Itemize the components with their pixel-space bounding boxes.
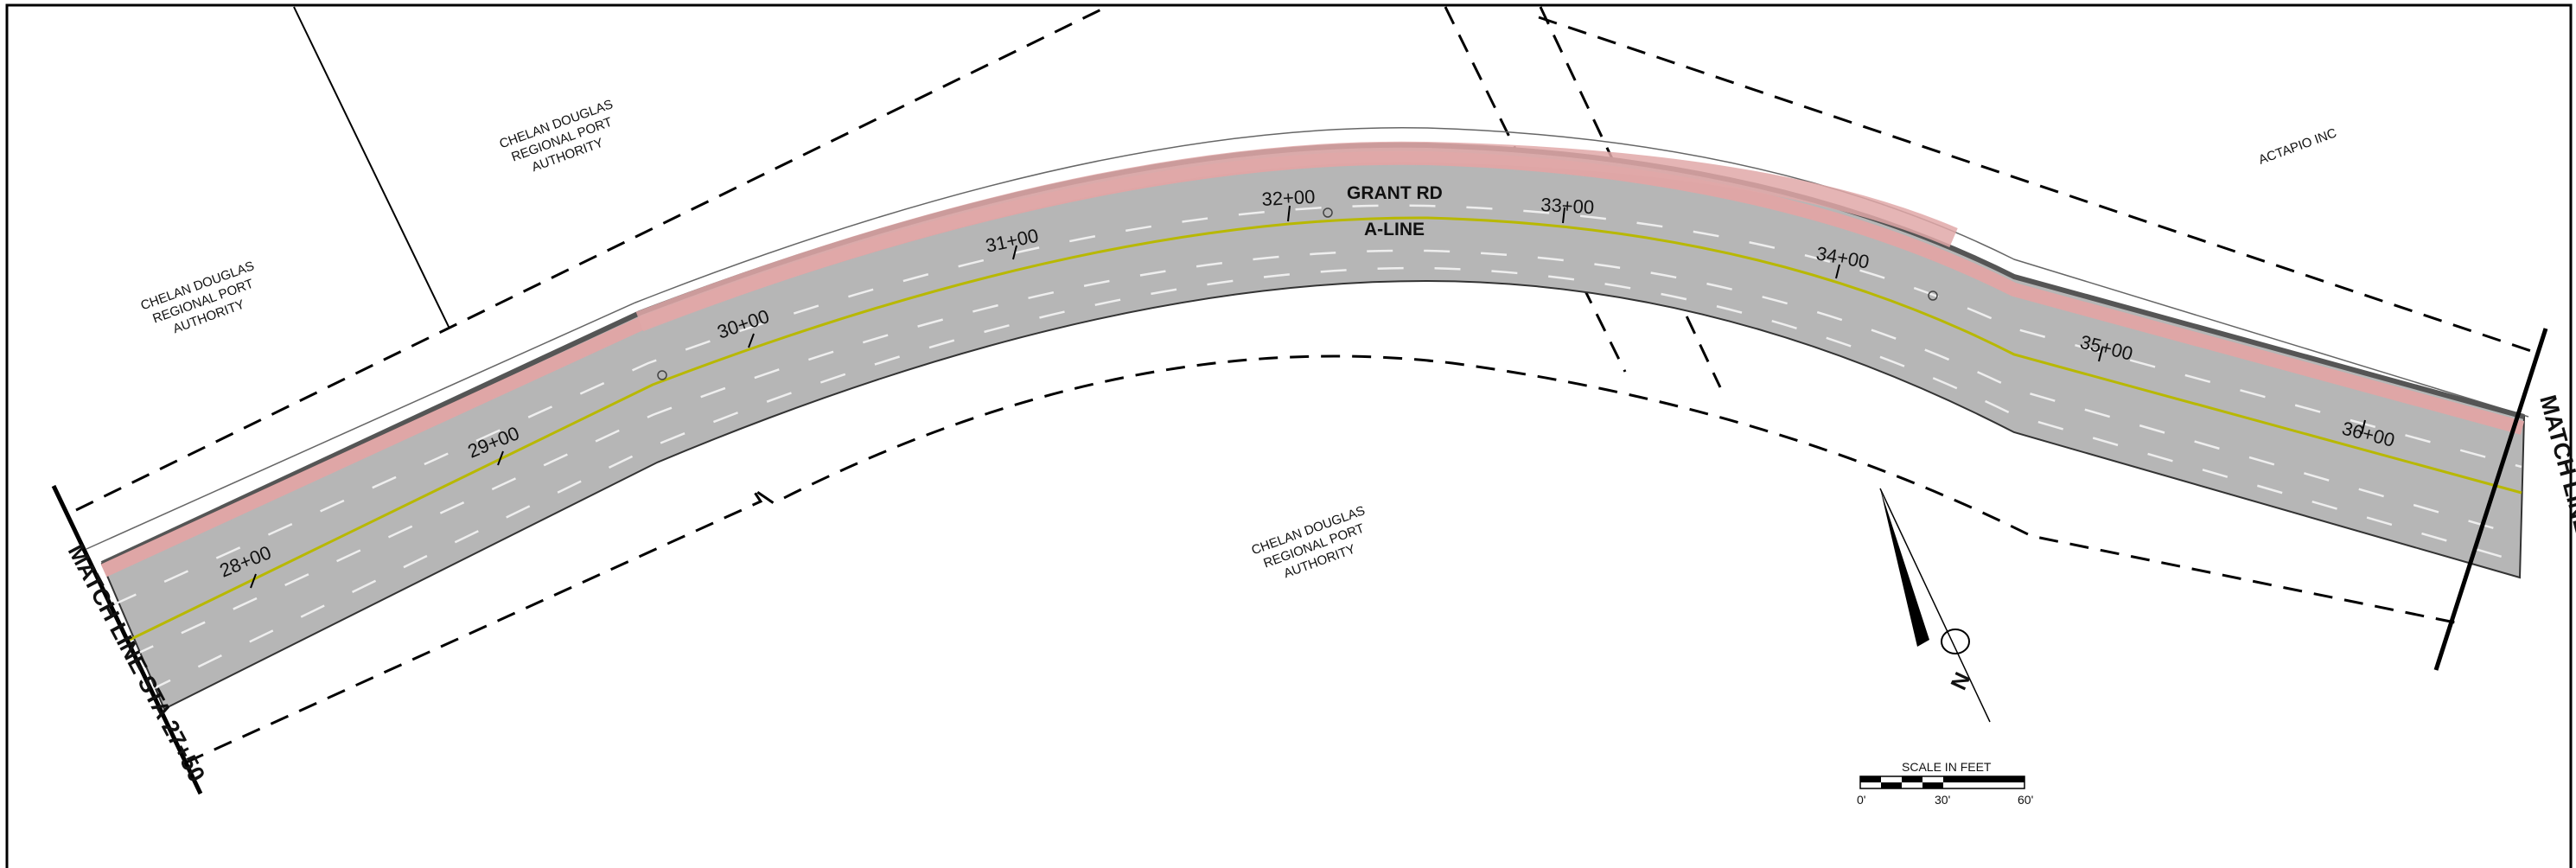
scale-bar: SCALE IN FEET 0' 30' 60': [1857, 760, 2033, 807]
owner-label-top-right: ACTAPIO INC: [2257, 125, 2339, 167]
parcel-line: [293, 6, 450, 329]
alignment-name: A-LINE: [1364, 220, 1425, 239]
scale-bar-label: 0': [1857, 793, 1865, 807]
utility-symbols: [657, 207, 1938, 380]
station-label: 32+00: [1261, 186, 1316, 210]
match-line-left: [51, 484, 203, 795]
lane-striping: [112, 204, 2522, 693]
sheet-border: [5, 3, 2573, 868]
scale-bar-label: 60': [2018, 793, 2033, 807]
match-line-right: [2433, 328, 2548, 671]
scale-bar-title: SCALE IN FEET: [1902, 760, 1992, 774]
station-label: 33+00: [1540, 194, 1595, 218]
owner-label-bottom: CHELAN DOUGLAS REGIONAL PORT AUTHORITY: [1250, 503, 1368, 581]
owner-label-left-far: CHELAN DOUGLAS REGIONAL PORT AUTHORITY: [139, 258, 257, 336]
owner-label-top-left: CHELAN DOUGLAS REGIONAL PORT AUTHORITY: [498, 97, 615, 175]
pavement: [100, 144, 2526, 711]
sidewalk-widened: [635, 141, 1958, 332]
north-arrow: N: [1879, 488, 1991, 723]
centerline-a-line: [129, 216, 2522, 641]
scale-bar-label: 30': [1935, 793, 1950, 807]
road-name: GRANT RD: [1347, 183, 1443, 203]
north-arrow-letter: N: [1945, 668, 1975, 694]
station-ticks: [250, 205, 2366, 589]
